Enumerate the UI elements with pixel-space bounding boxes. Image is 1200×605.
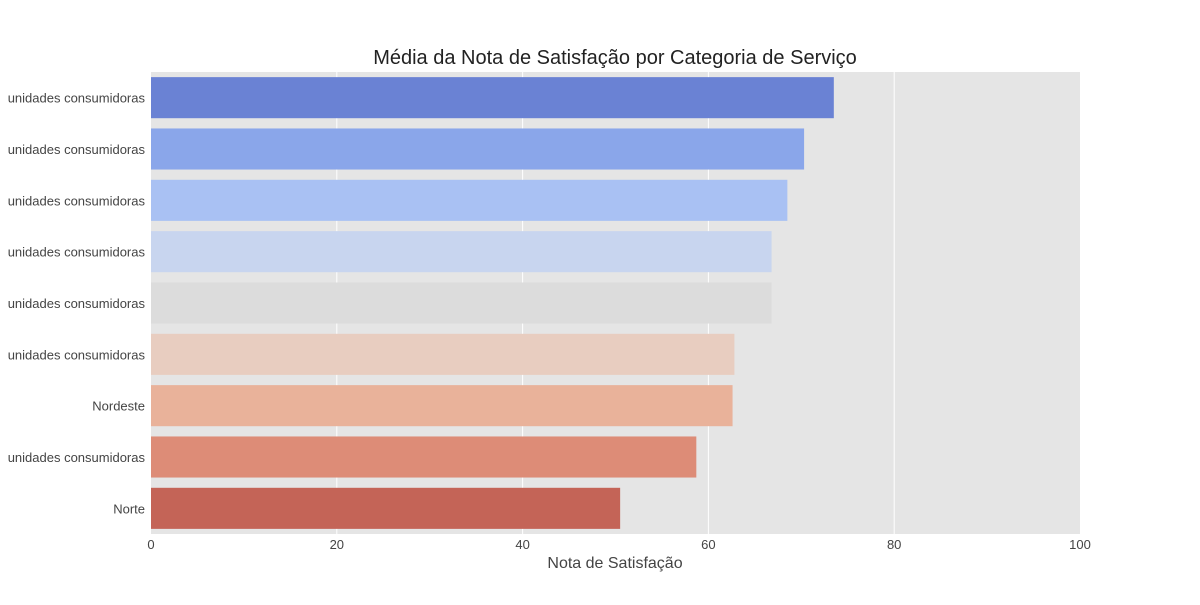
bars <box>151 77 834 529</box>
y-category-label: unidades consumidoras <box>8 296 146 311</box>
bar <box>151 179 788 221</box>
x-tick-label: 40 <box>515 537 529 552</box>
bar <box>151 128 805 170</box>
bar <box>151 487 621 529</box>
y-category-label: unidades consumidoras <box>8 450 146 465</box>
x-tick-label: 100 <box>1069 537 1091 552</box>
y-category-label: unidades consumidoras <box>8 245 146 260</box>
y-category-label: unidades consumidoras <box>8 91 146 106</box>
x-tick-label: 0 <box>147 537 154 552</box>
bar <box>151 333 735 375</box>
x-tick-label: 60 <box>701 537 715 552</box>
x-tick-label: 80 <box>887 537 901 552</box>
bar <box>151 282 772 324</box>
y-category-label: unidades consumidoras <box>8 193 146 208</box>
x-axis-label: Nota de Satisfação <box>547 555 682 572</box>
bar <box>151 231 772 273</box>
chart-title: Média da Nota de Satisfação por Categori… <box>373 47 857 69</box>
bar <box>151 385 733 427</box>
y-category-label: unidades consumidoras <box>8 142 146 157</box>
y-category-label: unidades consumidoras <box>8 347 146 362</box>
y-category-labels: unidades consumidoras unidades consumidor… <box>8 91 146 517</box>
y-category-label: Norte <box>113 501 145 516</box>
x-tick-label: 20 <box>330 537 344 552</box>
bar <box>151 436 697 478</box>
x-tick-labels: 0 20 40 60 80 100 <box>147 537 1090 552</box>
y-category-label: Nordeste <box>92 399 145 414</box>
bar <box>151 77 834 119</box>
